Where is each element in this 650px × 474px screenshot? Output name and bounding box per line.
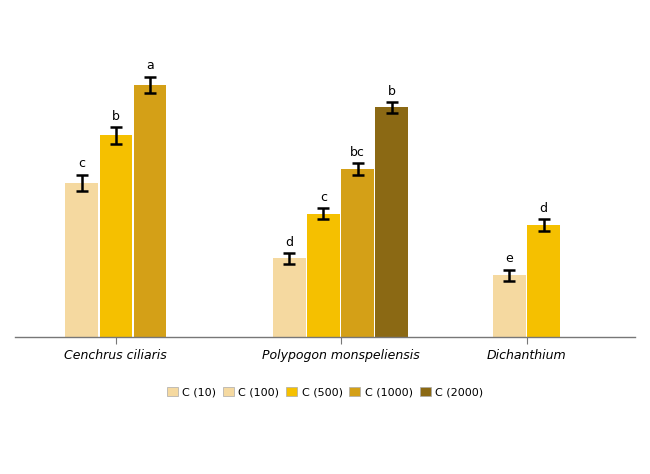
Text: c: c — [78, 157, 85, 170]
Legend: C (10), C (100), C (500), C (1000), C (2000): C (10), C (100), C (500), C (1000), C (2… — [162, 383, 488, 402]
Text: c: c — [320, 191, 327, 204]
Text: bc: bc — [350, 146, 365, 159]
Bar — [134, 85, 166, 337]
Bar — [341, 169, 374, 337]
Text: b: b — [387, 84, 396, 98]
Text: d: d — [285, 236, 293, 249]
Bar — [99, 136, 132, 337]
Text: b: b — [112, 110, 120, 123]
Bar — [527, 225, 560, 337]
Text: d: d — [540, 202, 547, 215]
Bar — [307, 214, 340, 337]
Bar — [376, 107, 408, 337]
Text: a: a — [146, 59, 154, 73]
Bar — [273, 258, 306, 337]
Text: e: e — [506, 253, 514, 265]
Bar — [493, 275, 526, 337]
Bar — [66, 183, 98, 337]
